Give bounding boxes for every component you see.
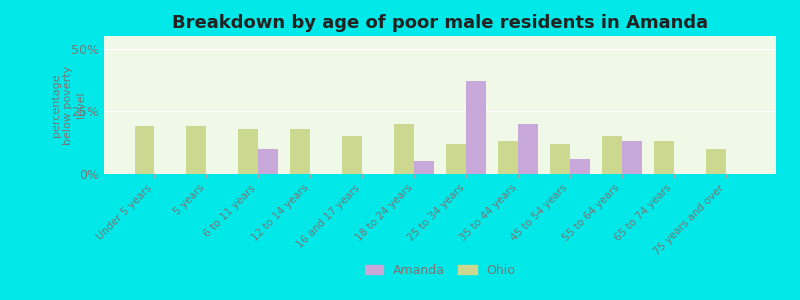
Legend: Amanda, Ohio: Amanda, Ohio — [361, 260, 519, 281]
Bar — [622, 141, 642, 174]
Bar — [258, 149, 278, 174]
Bar — [342, 136, 362, 174]
Bar — [466, 81, 486, 174]
Bar — [550, 144, 570, 174]
Bar — [186, 126, 206, 174]
Y-axis label: percentage
below poverty
level: percentage below poverty level — [51, 65, 86, 145]
Bar — [706, 149, 726, 174]
Bar — [290, 129, 310, 174]
Bar — [654, 141, 674, 174]
Bar — [134, 126, 154, 174]
Bar — [570, 159, 590, 174]
Bar — [602, 136, 622, 174]
Bar — [498, 141, 518, 174]
Title: Breakdown by age of poor male residents in Amanda: Breakdown by age of poor male residents … — [172, 14, 708, 32]
Bar — [518, 124, 538, 174]
Bar — [394, 124, 414, 174]
Bar — [446, 144, 466, 174]
Bar — [414, 161, 434, 174]
Bar — [238, 129, 258, 174]
